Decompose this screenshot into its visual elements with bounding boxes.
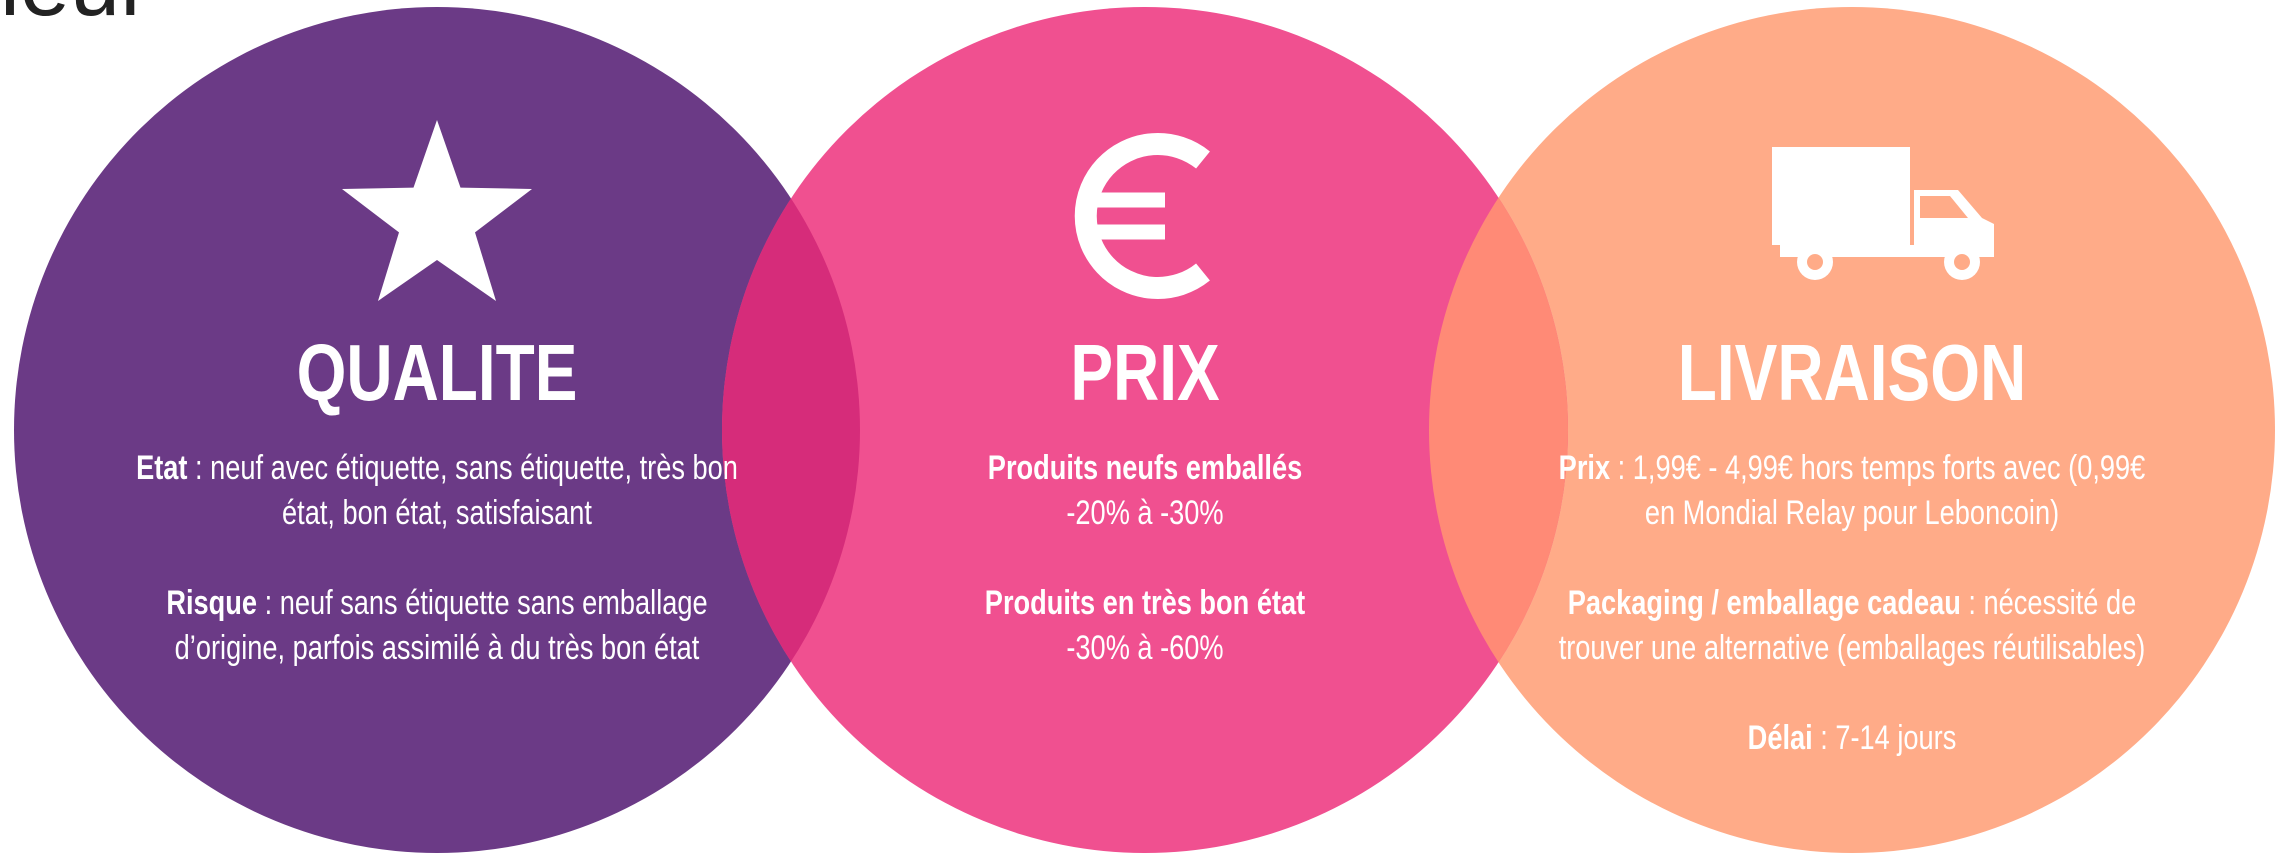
item-text: : 7-14 jours	[1812, 719, 1957, 757]
item-label: Packaging / emballage cadeau	[1567, 584, 1961, 622]
circle-title: QUALITE	[296, 328, 578, 417]
item-heading: Produits neufs emballés	[987, 449, 1303, 487]
item-detail: -30% à -60%	[1066, 629, 1224, 667]
item-label: Risque	[166, 584, 258, 622]
item-heading: Produits en très bon état	[984, 584, 1306, 622]
circle-qualite	[14, 7, 860, 853]
item: Etat : neuf avec étiquette, sans étiquet…	[133, 446, 741, 536]
item-text: : neuf sans étiquette sans emballage d’o…	[174, 584, 708, 667]
star-icon	[342, 120, 532, 301]
item: Risque : neuf sans étiquette sans emball…	[133, 581, 741, 671]
circle-livraison	[1429, 7, 2275, 853]
item: Produits neufs emballés -20% à -30%	[841, 446, 1449, 536]
item: Packaging / emballage cadeau : nécessité…	[1548, 581, 2156, 671]
item: Prix : 1,99€ - 4,99€ hors temps forts av…	[1548, 446, 2156, 536]
item-label: Prix	[1558, 449, 1611, 487]
item-detail: -20% à -30%	[1066, 494, 1224, 532]
item: Produits en très bon état -30% à -60%	[841, 581, 1449, 671]
header-title: ieur	[0, 0, 150, 37]
circle-title: PRIX	[1070, 328, 1220, 417]
circle-text: LIVRAISON Prix : 1,99€ - 4,99€ hors temps…	[1548, 328, 2156, 806]
item-label: Etat	[136, 449, 188, 487]
item-text: : 1,99€ - 4,99€ hors temps forts avec (0…	[1610, 449, 2146, 532]
circle-prix	[722, 7, 1568, 853]
item: Délai : 7-14 jours	[1548, 716, 2156, 761]
circle-text: QUALITE Etat : neuf avec étiquette, sans …	[133, 328, 741, 716]
truck-icon	[1772, 147, 1994, 280]
circle-text: PRIX Produits neufs emballés -20% à -30% Pr…	[841, 328, 1449, 716]
item-text: : neuf avec étiquette, sans étiquette, t…	[187, 449, 738, 532]
euro-icon	[1074, 133, 1210, 299]
circle-title: LIVRAISON	[1677, 328, 2027, 417]
item-label: Délai	[1747, 719, 1813, 757]
item-text: : nécessité de trouver une alternative (…	[1558, 584, 2146, 667]
